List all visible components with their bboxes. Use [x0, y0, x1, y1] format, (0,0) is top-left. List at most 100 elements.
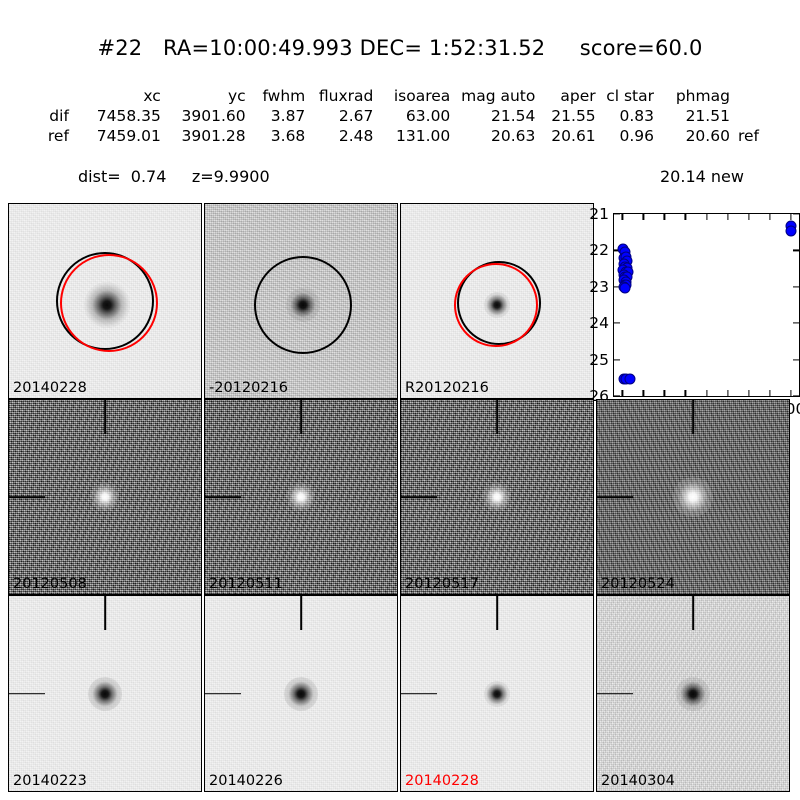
stamp-20120508[interactable]: 20120508	[8, 399, 202, 595]
cell-dif-fwhm: 3.87	[270, 107, 306, 125]
crosshair-tick-left	[401, 496, 437, 498]
x-axis-tick-mark	[768, 390, 771, 396]
crosshair-tick-left	[597, 692, 633, 695]
cell-ref-fwhm: 3.68	[270, 127, 306, 145]
crosshair-tick-top	[692, 596, 694, 630]
cell-dif-xc: 7458.35	[96, 107, 161, 125]
stamp-20120524[interactable]: 20120524	[596, 399, 790, 595]
stamp-20140228-epoch[interactable]: 20140228	[400, 595, 594, 792]
scatter-point	[785, 225, 797, 237]
table-row: dif 7458.35 3901.60 3.87 2.67 63.00 21.5…	[30, 106, 770, 126]
crosshair-tick-left	[205, 692, 241, 695]
stamp-row-2014: 20140223 20140226 20140228 20140304	[8, 595, 792, 792]
column-header-aper: aper	[560, 87, 596, 105]
crosshair-tick-top	[496, 596, 498, 630]
stamp-label: 20140304	[601, 773, 675, 789]
row-label-dif: dif	[49, 107, 69, 125]
cell-ref-phmag: 20.60	[685, 127, 730, 145]
stamp-20140226[interactable]: 20140226	[204, 595, 398, 792]
scatter-point	[619, 282, 631, 294]
stamp-20120511[interactable]: 20120511	[204, 399, 398, 595]
y-axis-tick-mark	[793, 286, 799, 288]
cell-ref-magauto: 20.63	[490, 127, 536, 145]
y-axis-tick-label: 22	[589, 241, 609, 260]
stamp-minus-20120216[interactable]: -20120216	[204, 203, 398, 399]
y-axis-tick-label: 24	[589, 314, 609, 333]
crosshair-tick-left	[401, 692, 437, 695]
x-axis-tick-mark	[747, 214, 750, 220]
column-header-blank	[30, 86, 79, 106]
stamp-20140228-new[interactable]: 20140228	[8, 203, 202, 399]
y-axis-tick-label: 21	[589, 205, 609, 223]
x-axis-tick-mark	[768, 214, 771, 220]
stamp-row-discovery: 20140228 -20120216 R20120216 21 22 23 24 25 2…	[8, 203, 800, 418]
column-header-fluxrad: fluxrad	[318, 87, 374, 105]
x-axis-tick-mark	[705, 214, 708, 220]
cell-dif-clstar: 0.83	[619, 107, 654, 125]
page-title: #22 RA=10:00:49.993 DEC= 1:52:31.52 scor…	[97, 36, 703, 60]
x-axis-tick-mark	[663, 390, 666, 396]
aperture-circle-red	[454, 262, 539, 347]
stamp-label: 20140228	[13, 380, 87, 396]
column-header-tag	[734, 86, 770, 106]
x-axis-tick-mark	[642, 390, 645, 396]
crosshair-tick-top	[300, 596, 302, 630]
crosshair-tick-left	[9, 496, 45, 498]
table-row: ref 7459.01 3901.28 3.68 2.48 131.00 20.…	[30, 126, 770, 146]
x-axis-tick-mark	[747, 390, 750, 396]
x-axis-tick-mark	[621, 214, 623, 220]
distance-redshift-line: dist= 0.74 z=9.9900	[78, 167, 270, 186]
column-header-fwhm: fwhm	[262, 87, 306, 105]
stamp-label: -20120216	[209, 380, 289, 396]
x-axis-tick-mark	[705, 390, 708, 396]
lightcurve-scatter-panel[interactable]: 2122232425260100200300400500600700800	[589, 203, 800, 418]
parameter-table: xc yc fwhm fluxrad isoarea mag auto aper…	[30, 86, 770, 146]
y-axis-tick-mark	[793, 322, 799, 324]
stamp-label: 20120524	[601, 576, 675, 592]
stamp-20140223[interactable]: 20140223	[8, 595, 202, 792]
stamp-label: R20120216	[405, 380, 489, 396]
x-axis-tick-mark	[621, 390, 623, 396]
stamp-label: 20120508	[13, 576, 87, 592]
x-axis-tick-mark	[789, 390, 792, 396]
aperture-circle-red	[59, 253, 158, 352]
crosshair-tick-top	[300, 400, 302, 434]
crosshair-tick-left	[205, 496, 241, 498]
y-axis-tick-mark	[793, 359, 799, 361]
column-header-isoarea: isoarea	[393, 87, 451, 105]
column-header-magauto: mag auto	[461, 87, 536, 105]
cell-ref-xc: 7459.01	[96, 127, 161, 145]
stamp-label: 20120517	[405, 576, 479, 592]
cell-ref-clstar: 0.96	[619, 127, 654, 145]
y-axis-tick-label: 23	[589, 277, 609, 296]
stamp-image	[401, 204, 593, 398]
crosshair-tick-top	[104, 400, 106, 434]
row-label-ref: ref	[47, 127, 69, 145]
stamp-label: 20140226	[209, 773, 283, 789]
stamp-20140304[interactable]: 20140304	[596, 595, 790, 792]
column-header-phmag: phmag	[675, 87, 730, 105]
y-axis-tick-mark	[614, 322, 620, 324]
stamp-R20120216[interactable]: R20120216	[400, 203, 594, 399]
cell-ref-fluxrad: 2.48	[338, 127, 374, 145]
x-axis-tick-mark	[663, 214, 666, 220]
column-header-yc: yc	[227, 87, 246, 105]
crosshair-tick-left	[9, 692, 45, 695]
crosshair-tick-top	[104, 596, 106, 630]
x-axis-tick-mark	[726, 390, 729, 396]
y-axis-tick-mark	[614, 359, 620, 361]
table-header-row: xc yc fwhm fluxrad isoarea mag auto aper…	[30, 86, 770, 106]
crosshair-tick-left	[597, 496, 633, 498]
cell-ref-yc: 3901.28	[181, 127, 246, 145]
cell-ref-aper: 20.61	[551, 127, 596, 145]
cell-ref-tag: ref	[737, 127, 759, 145]
stamp-label-highlighted: 20140228	[405, 773, 479, 789]
aperture-circle-black	[253, 255, 352, 354]
stamp-20120517[interactable]: 20120517	[400, 399, 594, 595]
new-magnitude-line: 20.14 new	[660, 167, 744, 186]
y-axis-tick-mark	[614, 395, 620, 397]
scatter-plot-area[interactable]: 2122232425260100200300400500600700800	[589, 205, 800, 418]
y-axis-tick-mark	[614, 213, 620, 215]
stamp-label: 20140223	[13, 773, 87, 789]
cell-dif-isoarea: 63.00	[405, 107, 451, 125]
